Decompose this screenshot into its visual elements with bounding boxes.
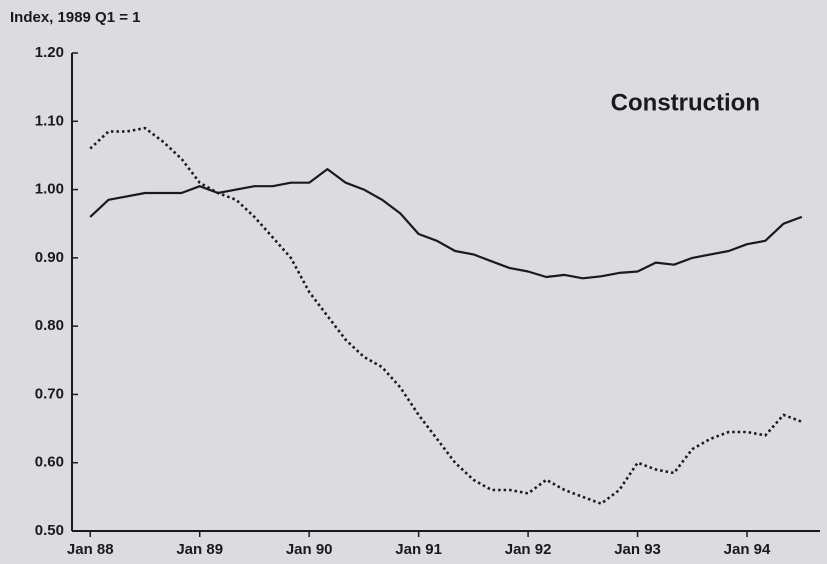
y-tick-label: 0.90 xyxy=(35,249,64,266)
x-tick-label: Jan 93 xyxy=(614,541,661,558)
line-series xyxy=(89,168,803,280)
y-tick-label: 0.70 xyxy=(35,385,64,402)
line-series xyxy=(89,126,803,505)
x-tick-label: Jan 90 xyxy=(286,541,333,558)
x-tick-label: Jan 92 xyxy=(505,541,552,558)
y-tick-label: 1.10 xyxy=(35,112,64,129)
x-tick-label: Jan 88 xyxy=(67,541,114,558)
x-tick-label: Jan 91 xyxy=(395,541,442,558)
x-tick-label: Jan 94 xyxy=(724,541,771,558)
y-tick-label: 1.00 xyxy=(35,181,64,198)
y-axis-label: Index, 1989 Q1 = 1 xyxy=(10,9,141,26)
y-tick-label: 0.60 xyxy=(35,454,64,471)
chart-annotation: Construction xyxy=(611,89,760,116)
x-tick-label: Jan 89 xyxy=(176,541,223,558)
y-tick-label: 0.80 xyxy=(35,317,64,334)
y-tick-label: 0.50 xyxy=(35,522,64,539)
y-tick-label: 1.20 xyxy=(35,44,64,61)
